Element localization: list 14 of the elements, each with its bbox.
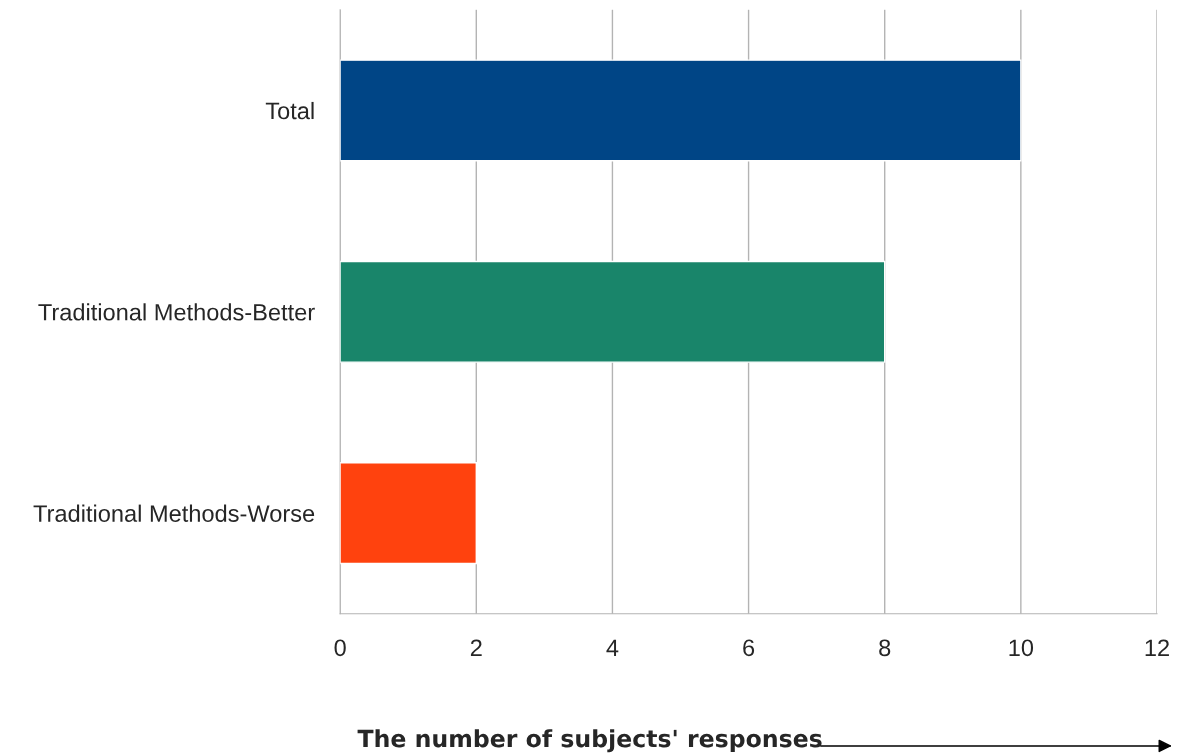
y-tick-label: Total [265,101,314,120]
bar [340,462,477,565]
x-tick-label: 6 [743,639,755,657]
x-axis-title: The number of subjects' responses [357,729,822,753]
bar [340,59,1022,162]
x-tick-label: 12 [1145,639,1169,656]
y-tick-label: Traditional Methods-Worse [33,504,315,522]
x-tick-label: 0 [334,639,346,657]
bar [340,260,886,363]
x-tick-label: 8 [879,639,891,657]
x-tick-label: 10 [1009,639,1034,657]
y-tick-label: Traditional Methods-Better [38,303,315,321]
x-tick-label: 2 [470,639,482,656]
x-tick-label: 4 [606,639,619,656]
